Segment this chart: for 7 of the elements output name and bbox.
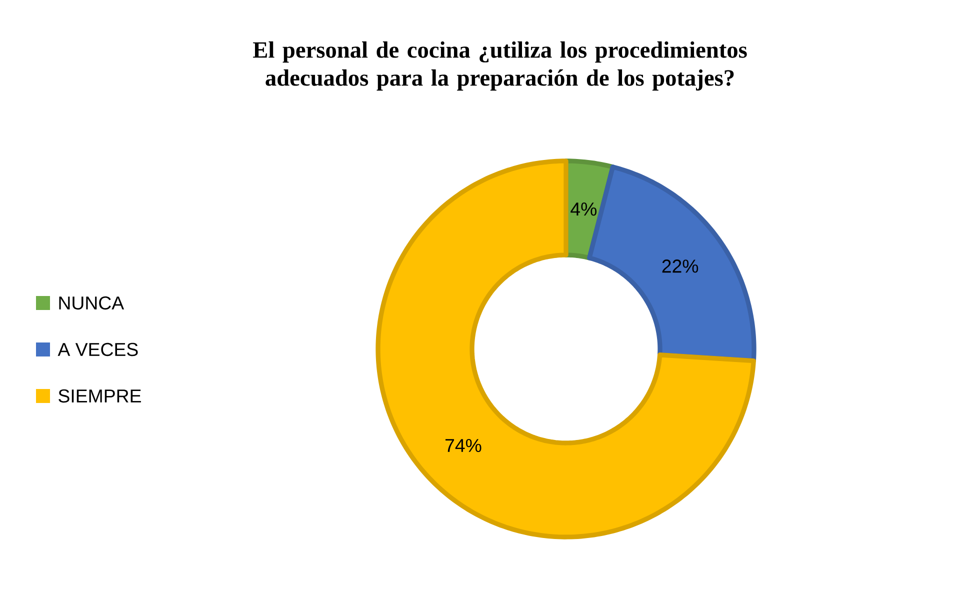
data-label: 74% <box>446 438 482 452</box>
legend-label: A VECES <box>58 342 138 356</box>
legend-label: SIEMPRE <box>58 389 141 403</box>
data-label: 4% <box>570 202 596 216</box>
legend-label: NUNCA <box>59 296 124 310</box>
chart-title: El personal de cocina ¿utiliza los procedimientos adecuados para la preparación de los potajes? <box>253 41 747 91</box>
data-label: 22% <box>662 260 698 273</box>
